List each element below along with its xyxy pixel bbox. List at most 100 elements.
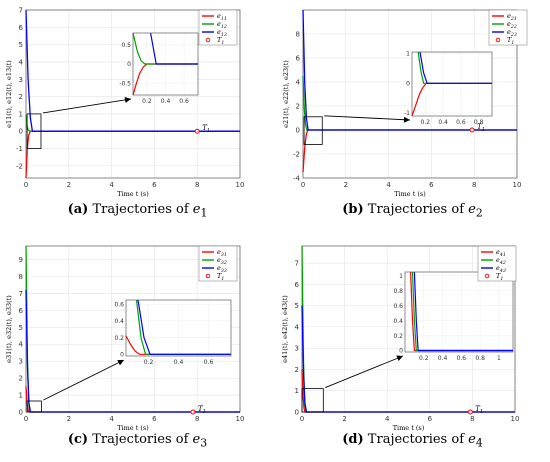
y-tick-label: 8	[296, 31, 300, 39]
inset-plot-c: 0 0.2 0.4 0.6 0.2 0.4 0.6	[114, 299, 232, 366]
series-line-e23	[302, 9, 517, 131]
legend-label: e11	[217, 12, 227, 22]
y-tick-label: 3	[19, 76, 23, 84]
y-tick-label: 4	[296, 79, 301, 87]
inset-background	[412, 52, 492, 116]
inset-y-tick-label: -0.5	[119, 81, 131, 88]
chart-panel-a: -2 -1 0 1 2 3 4 5 6 7 0 2 4 6 8 10 Time t (s) e11(t), e12…	[0, 0, 275, 200]
x-axis-label: Time t (s)	[393, 424, 425, 432]
legend-label: e23	[507, 28, 517, 38]
inset-x-tick-label: 0.2	[142, 98, 152, 105]
legend-label: e42	[496, 256, 506, 266]
legend-label: e33	[217, 264, 227, 274]
zoom-arrow	[324, 115, 411, 121]
inset-plot-d: 0 0.2 0.4 0.6 0.8 1 0.2 0.4 0.6 0.8 1	[393, 271, 514, 362]
y-tick-label: 1	[19, 392, 23, 400]
zoom-arrow	[43, 359, 125, 401]
legend-label: T1	[507, 36, 514, 46]
inset-y-tick-label: -1	[404, 110, 410, 117]
zoom-arrow-head	[124, 96, 131, 103]
y-tick-label: 0	[295, 409, 299, 417]
y-tick-label: 4	[19, 58, 24, 66]
chart-panel-c: 0 1 2 3 4 5 6 7 8 9 0 2 4 6 8 10 Time t (s) e31(t), e32(t…	[0, 236, 275, 432]
legend-marker	[495, 37, 501, 43]
settling-label: T1	[202, 124, 210, 134]
chart-panel-d: 0 1 2 3 4 5 6 7 0 2 4 6 8 10 Time t (s) e41(t), e42(t),…	[275, 236, 550, 432]
inset-y-tick-label: 0	[120, 352, 124, 359]
y-axis-label: e21(t), e22(t), e23(t)	[282, 60, 290, 128]
y-tick-label: 3	[295, 345, 299, 353]
legend-label: e13	[217, 28, 227, 38]
y-tick-label: 7	[19, 290, 23, 298]
y-tick-label: 7	[19, 7, 23, 15]
y-tick-label: 9	[19, 256, 23, 264]
zoom-box	[303, 116, 323, 145]
x-tick-label: 2	[67, 415, 71, 423]
zoom-arrow	[325, 355, 404, 389]
inset-frame	[132, 32, 199, 96]
x-tick-label: 2	[344, 181, 348, 189]
settling-marker	[469, 127, 475, 133]
legend-label: e31	[217, 248, 227, 258]
inset-y-tick-label: 0.4	[114, 318, 124, 325]
y-tick-label: 4	[19, 341, 24, 349]
inset-y-tick-label: 0.2	[114, 335, 124, 342]
y-tick-label: 0	[19, 409, 23, 417]
inset-y-tick-label: 1	[399, 273, 403, 280]
inset-plot-b: -1 0 1 0.2 0.4 0.6 0.8	[404, 51, 493, 126]
y-tick-label: 2	[19, 375, 23, 383]
inset-x-tick-label: 0.6	[179, 98, 189, 105]
inset-x-tick-label: 0.4	[161, 98, 171, 105]
x-tick-label: 0	[301, 181, 305, 189]
inset-frame	[411, 51, 493, 117]
inset-x-tick-label: 0.8	[474, 119, 484, 126]
y-tick-label: 2	[19, 93, 23, 101]
zoom-arrow	[42, 98, 132, 114]
y-tick-label: 0	[296, 127, 300, 135]
inset-y-tick-label: 0.5	[121, 42, 131, 49]
x-tick-label: 6	[152, 415, 157, 423]
y-tick-label: 4	[295, 323, 300, 331]
inset-x-tick-label: 0.6	[456, 119, 466, 126]
x-axis-label: Time t (s)	[117, 424, 149, 432]
inset-series-line-3	[413, 271, 513, 352]
inset-y-tick-label: 0.8	[393, 288, 403, 295]
x-tick-label: 0	[24, 181, 28, 189]
inset-x-tick-label: 1	[497, 355, 501, 362]
y-tick-label: 8	[19, 273, 23, 281]
zoom-box	[26, 400, 42, 413]
settling-label: T1	[198, 405, 206, 415]
x-tick-label: 10	[513, 181, 522, 189]
inset-y-tick-label: 0.6	[114, 301, 124, 308]
inset-frame	[404, 271, 514, 353]
chart-c-svg: 0 1 2 3 4 5 6 7 8 9 0 2 4 6 8 10 Time t (s) e31(t), e32(t…	[5, 245, 245, 432]
inset-plot-a: -0.5 0 0.5 0.2 0.4 0.6	[119, 32, 199, 105]
y-tick-label: 6	[19, 307, 24, 315]
x-tick-label: 4	[109, 415, 114, 423]
y-tick-label: 3	[19, 358, 23, 366]
inset-y-tick-label: 0.4	[393, 318, 403, 325]
plot-frame	[25, 9, 241, 179]
x-tick-label: 0	[300, 415, 304, 423]
inset-y-tick-label: 0.6	[393, 303, 403, 310]
legend-marker	[205, 37, 211, 43]
y-tick-label: 6	[19, 24, 24, 32]
inset-x-tick-label: 0.2	[419, 355, 429, 362]
zoom-arrow-head	[396, 355, 403, 362]
zoom-arrow-head	[403, 116, 410, 123]
x-tick-label: 6	[152, 181, 157, 189]
legend-marker	[484, 273, 490, 279]
caption-a: (a) Trajectories of e1	[67, 202, 208, 220]
x-tick-label: 10	[236, 415, 245, 423]
settling-label: T1	[475, 405, 483, 415]
caption-c: (c) Trajectories of e3	[67, 432, 208, 450]
inset-y-tick-label: 0	[399, 348, 403, 355]
inset-x-tick-label: 0.4	[174, 359, 184, 366]
inset-x-tick-label: 0.4	[438, 355, 448, 362]
caption-b: (b) Trajectories of e2	[342, 202, 483, 220]
x-tick-label: 4	[385, 415, 390, 423]
y-tick-label: 2	[295, 366, 299, 374]
